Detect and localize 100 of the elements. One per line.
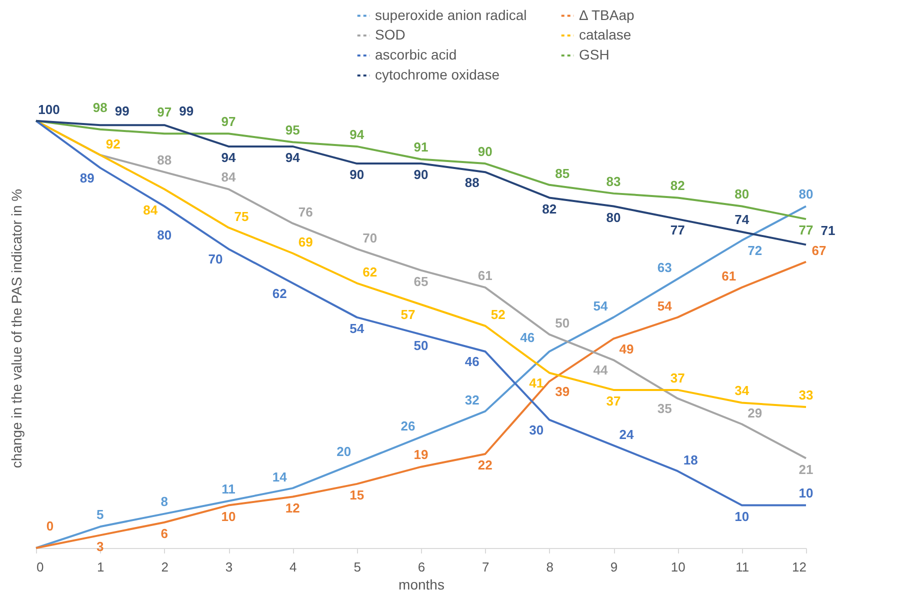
data-label: 70 (362, 230, 378, 246)
data-label: 50 (414, 338, 428, 354)
data-label: 70 (208, 252, 223, 267)
x-tick-label: 7 (482, 560, 490, 574)
data-label: 5 (96, 506, 104, 522)
data-label: 54 (350, 320, 365, 336)
data-label: 74 (734, 212, 750, 228)
x-axis-title: months (398, 576, 444, 592)
y-axis-title: change in the value of the PAS indicator in % (8, 188, 24, 468)
data-label: 80 (157, 227, 172, 242)
data-label: 80 (606, 210, 621, 225)
legend-label: cytochrome oxidase (375, 66, 500, 82)
data-label: 90 (350, 167, 364, 182)
data-label: 90 (478, 144, 492, 159)
data-label: 97 (221, 114, 236, 129)
data-label: 30 (529, 422, 544, 438)
data-label: 80 (798, 186, 814, 202)
data-label: 37 (670, 370, 685, 386)
data-label: 82 (542, 201, 557, 216)
data-label: 44 (593, 362, 608, 378)
data-label: 67 (812, 243, 826, 258)
data-label: 10 (221, 508, 236, 524)
x-tick-label: 4 (290, 560, 297, 574)
data-label: 50 (555, 316, 570, 331)
data-label: 46 (520, 330, 535, 345)
x-tick-label: 1 (97, 560, 104, 574)
data-label: 72 (748, 243, 762, 258)
data-label: 85 (555, 166, 570, 182)
data-label: 52 (490, 307, 506, 322)
data-label: 75 (234, 208, 249, 224)
data-label: 21 (798, 462, 814, 477)
data-label: 99 (114, 103, 130, 118)
legend-label: superoxide anion radical (375, 6, 527, 23)
data-label: 91 (414, 140, 428, 155)
data-label: 88 (157, 152, 172, 168)
data-label: 83 (606, 174, 621, 189)
x-tick-label: 9 (610, 560, 618, 574)
data-label: 61 (478, 268, 492, 283)
data-label: 15 (350, 488, 364, 503)
data-label: 63 (657, 260, 672, 276)
x-tick-label: 8 (546, 560, 554, 574)
data-label: 97 (157, 104, 172, 120)
data-label: 22 (478, 458, 492, 473)
legend-label: SOD (375, 26, 406, 42)
data-label: 19 (414, 447, 428, 462)
data-label: 54 (593, 298, 608, 314)
data-label: 41 (529, 376, 544, 391)
data-label: 37 (606, 394, 621, 409)
x-tick-label: 3 (225, 560, 233, 574)
data-label: 92 (106, 136, 120, 152)
data-label: 49 (619, 341, 634, 356)
data-label: 62 (272, 286, 287, 301)
data-label: 46 (464, 354, 480, 370)
data-label: 65 (414, 274, 428, 289)
legend-label: Δ TBAap (579, 6, 634, 23)
data-label: 94 (221, 150, 236, 166)
data-label: 88 (464, 174, 480, 190)
data-label: 99 (179, 103, 194, 118)
x-tick-label: 12 (792, 560, 806, 574)
data-label: 0 (46, 518, 54, 534)
x-tick-label: 5 (354, 560, 361, 574)
data-label: 24 (619, 426, 634, 442)
data-label: 11 (222, 481, 236, 496)
data-label: 95 (285, 122, 300, 138)
data-label: 94 (350, 126, 365, 142)
data-label: 10 (734, 508, 750, 524)
data-label: 20 (336, 444, 352, 459)
data-label: 10 (798, 486, 814, 501)
data-label: 29 (748, 405, 762, 420)
data-label: 35 (657, 401, 672, 416)
data-label: 18 (683, 452, 698, 468)
data-label: 12 (285, 500, 300, 516)
data-label: 26 (400, 418, 416, 434)
data-label: 8 (160, 494, 168, 510)
data-label: 71 (820, 223, 836, 238)
data-label: 61 (722, 268, 736, 284)
x-tick-label: 10 (670, 560, 686, 574)
legend-label: GSH (579, 46, 610, 62)
data-label: 14 (272, 470, 288, 485)
data-label: 76 (298, 204, 313, 220)
data-label: 69 (298, 234, 313, 250)
data-label: 77 (670, 222, 685, 238)
data-label: 54 (657, 298, 673, 314)
data-label: 32 (464, 392, 480, 408)
x-tick-label: 11 (736, 560, 750, 574)
data-label: 94 (285, 150, 301, 166)
data-label: 34 (734, 383, 750, 398)
legend-label: catalase (579, 26, 632, 42)
data-label: 89 (80, 170, 94, 186)
legend-label: ascorbic acid (375, 46, 457, 62)
data-label: 82 (670, 178, 685, 194)
x-tick-label: 2 (161, 560, 168, 574)
data-label: 39 (555, 384, 570, 400)
data-label: 62 (362, 264, 378, 280)
x-tick-label: 6 (418, 560, 426, 574)
data-label: 33 (798, 387, 814, 402)
data-label: 3 (96, 538, 104, 554)
data-label: 100 (38, 102, 60, 118)
data-label: 77 (798, 222, 814, 238)
data-label: 90 (414, 167, 428, 182)
